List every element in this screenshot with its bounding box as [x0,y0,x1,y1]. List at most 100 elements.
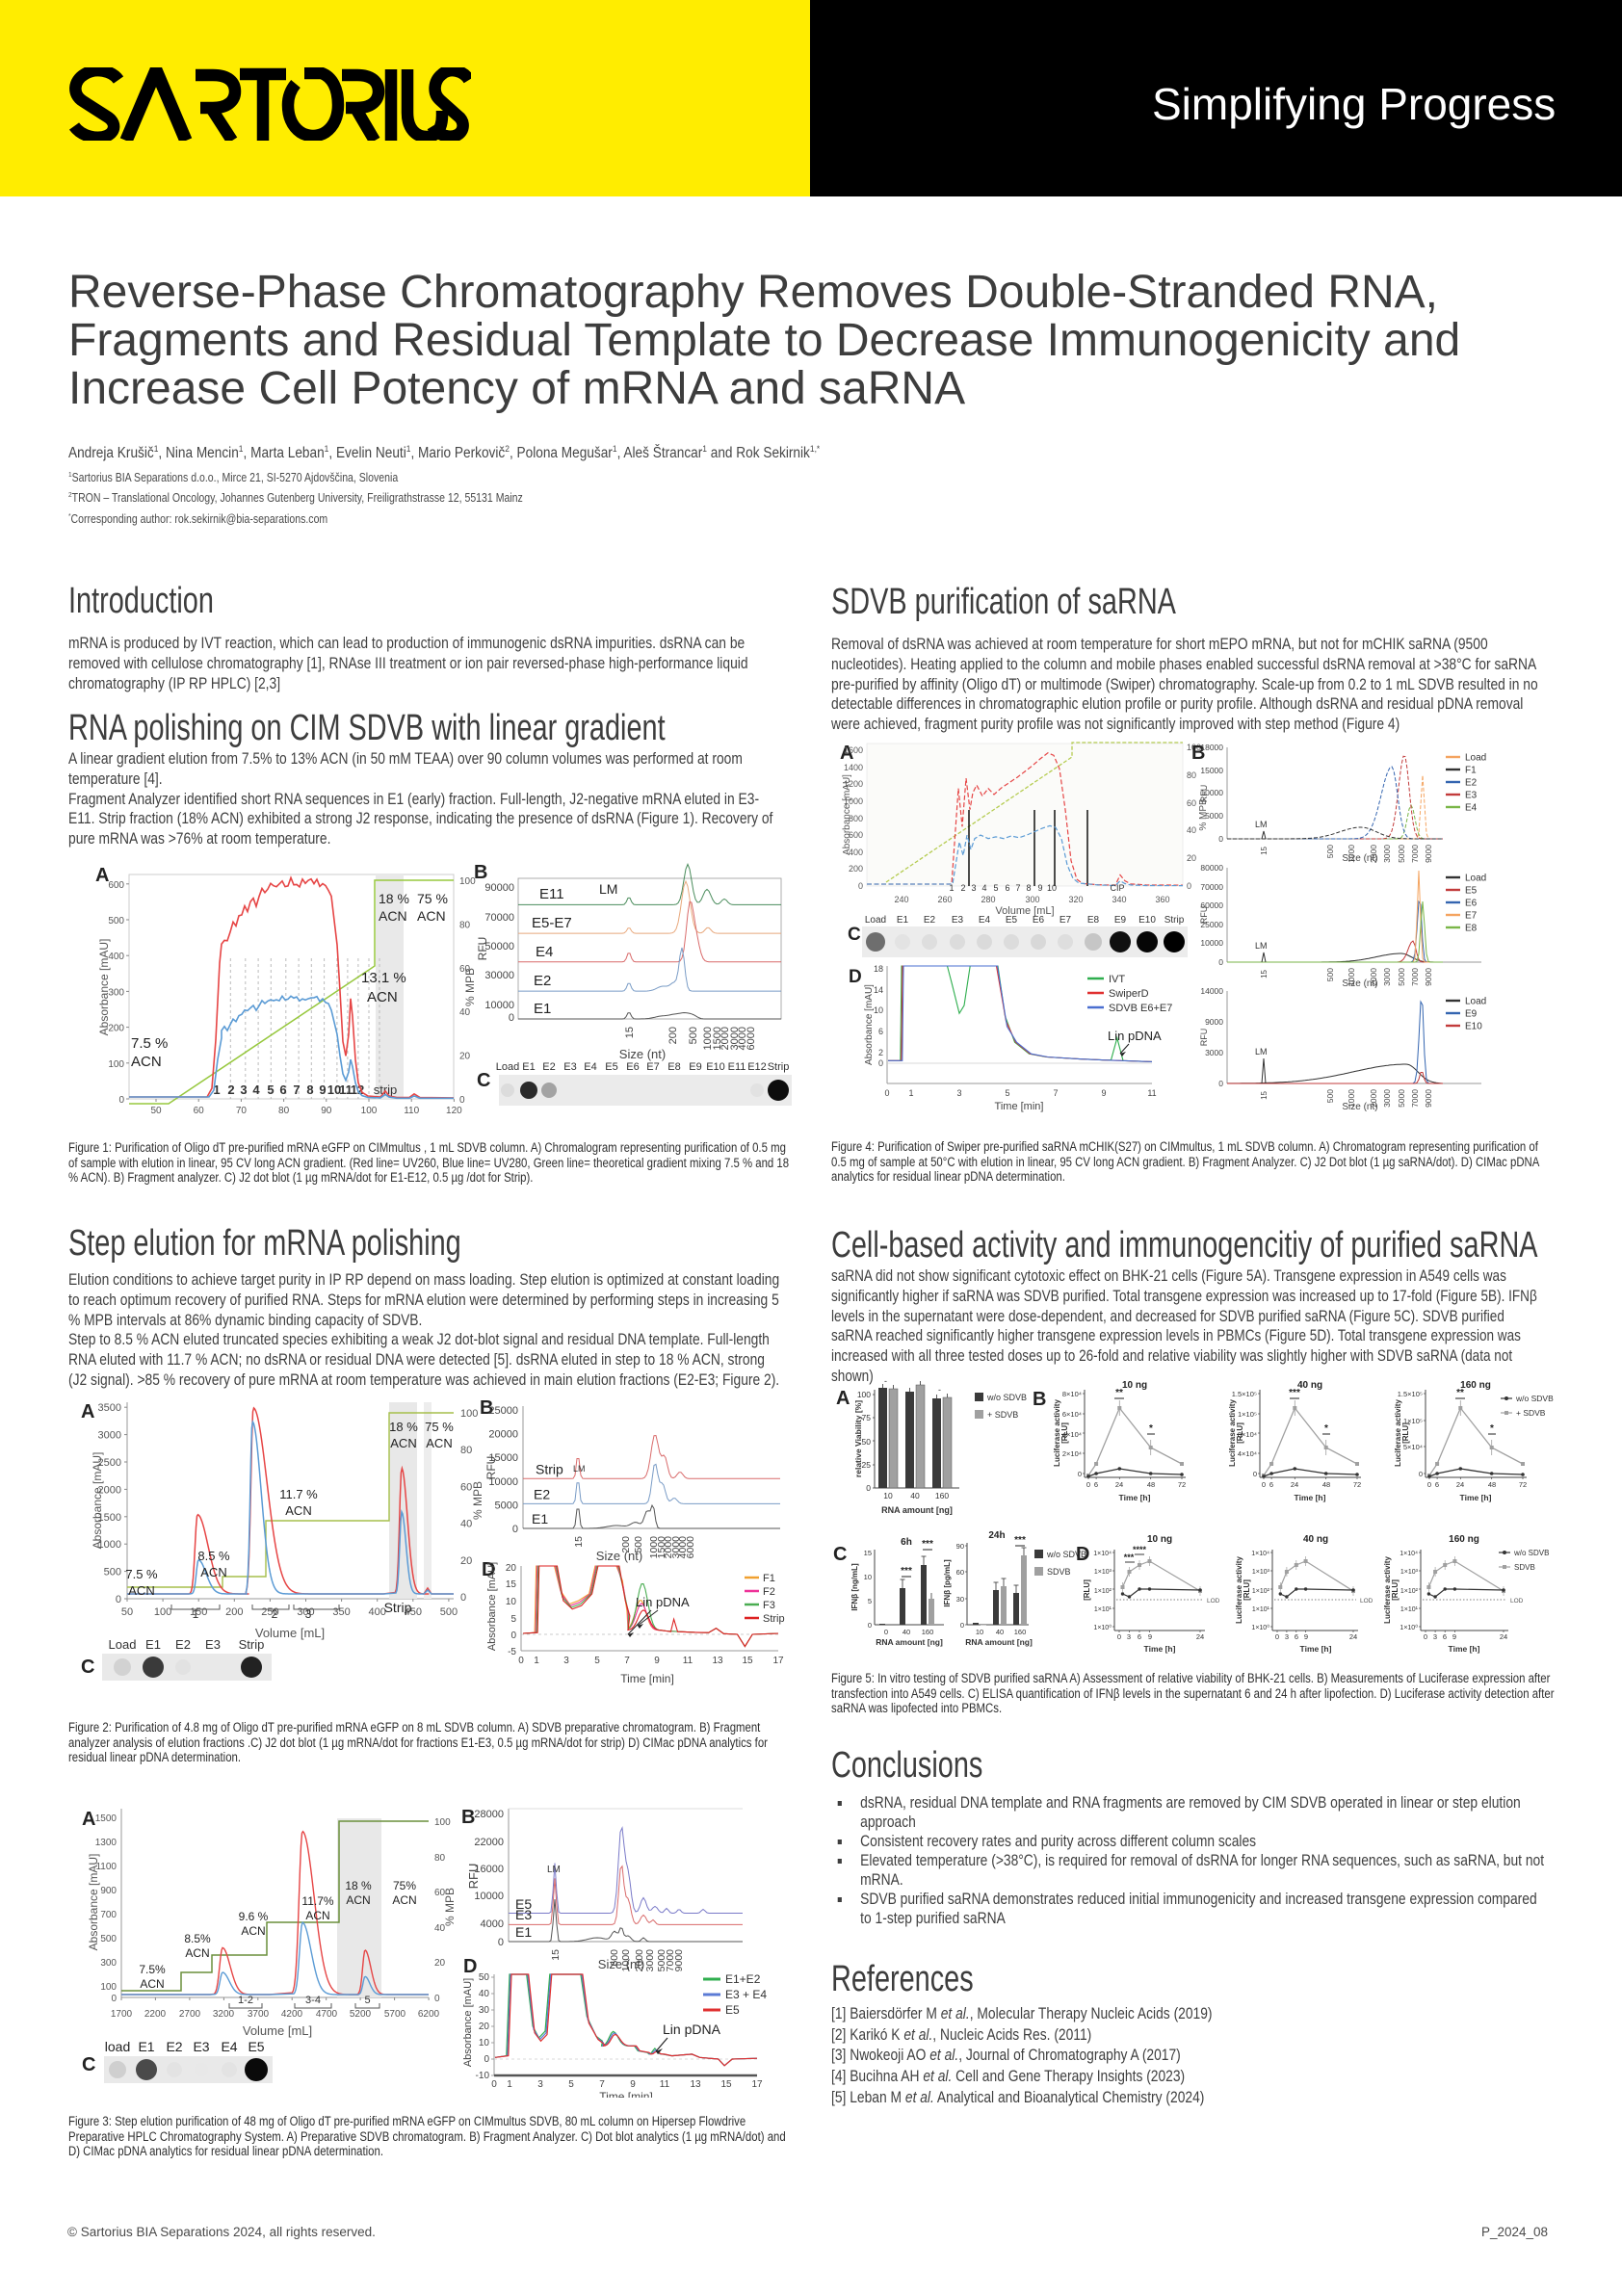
svg-text:E2: E2 [166,2039,182,2054]
svg-text:8.5%: 8.5% [184,1932,211,1945]
svg-text:6: 6 [1443,1632,1447,1641]
svg-text:5000: 5000 [656,1949,667,1972]
svg-text:1000: 1000 [1347,1089,1356,1108]
svg-text:100: 100 [460,1408,478,1420]
svg-text:3200: 3200 [213,2009,235,2020]
svg-text:0: 0 [1218,834,1223,844]
svg-text:2: 2 [272,1607,278,1621]
svg-text:1×10¹: 1×10¹ [1094,1606,1112,1613]
svg-text:90: 90 [321,1106,332,1116]
svg-text:***: *** [1124,1552,1135,1562]
svg-text:E8: E8 [667,1061,680,1073]
svg-text:14: 14 [874,985,883,995]
svg-text:LOD: LOD [1207,1598,1220,1605]
svg-text:500: 500 [633,1536,644,1553]
svg-text:RNA amount [ng]: RNA amount [ng] [965,1637,1033,1647]
svg-text:0: 0 [434,1994,440,2004]
svg-text:6: 6 [1269,1480,1273,1489]
svg-text:11: 11 [1147,1088,1156,1098]
svg-text:8×10⁴: 8×10⁴ [1238,1430,1257,1439]
svg-text:E5: E5 [1006,915,1018,926]
svg-text:Strip: Strip [1164,915,1185,926]
svg-text:800: 800 [849,814,863,823]
svg-text:0: 0 [459,1095,465,1106]
svg-text:3000: 3000 [729,1027,741,1050]
svg-text:Time [min]: Time [min] [620,1672,674,1685]
svg-text:2: 2 [227,1083,234,1097]
svg-text:160: 160 [922,1628,934,1636]
svg-text:1000: 1000 [98,1539,121,1551]
svg-text:Absorbance [mAU]: Absorbance [mAU] [842,774,852,855]
svg-text:90000: 90000 [484,882,514,894]
svg-text:Load: Load [865,915,886,926]
svg-text:E8: E8 [1465,924,1478,934]
svg-text:1×10³: 1×10³ [1094,1569,1112,1576]
svg-text:F3: F3 [763,1600,775,1611]
svg-text:500: 500 [440,1606,458,1618]
svg-text:1400: 1400 [844,763,863,772]
svg-text:4×10⁴: 4×10⁴ [1238,1449,1257,1458]
svg-text:3: 3 [240,1083,247,1097]
svg-text:CIP: CIP [1110,883,1124,893]
svg-text:ACN: ACN [392,1893,416,1907]
svg-text:10000: 10000 [1200,938,1223,948]
svg-text:**: ** [1115,1388,1123,1398]
svg-text:3000: 3000 [1205,1048,1223,1057]
svg-text:Luciferase activity: Luciferase activity [1228,1399,1237,1467]
svg-text:5: 5 [868,1597,872,1605]
svg-text:D: D [463,1956,477,1977]
svg-text:10: 10 [976,1628,983,1636]
svg-text:20000: 20000 [488,1429,518,1441]
svg-text:4: 4 [252,1083,260,1097]
svg-text:Size (nt): Size (nt) [1342,853,1377,864]
svg-text:0: 0 [1253,1470,1257,1478]
svg-text:24: 24 [1115,1480,1123,1489]
svg-text:600: 600 [108,880,124,891]
svg-text:1: 1 [908,1088,913,1098]
svg-text:100: 100 [100,1982,117,1993]
svg-text:10000: 10000 [474,1891,504,1902]
svg-text:7: 7 [1053,1088,1058,1098]
svg-text:D: D [1076,1544,1089,1565]
svg-text:6000: 6000 [746,1027,757,1050]
svg-text:-10: -10 [476,2071,490,2081]
svg-text:80000: 80000 [1200,863,1223,873]
svg-text:ACN: ACN [305,1909,329,1922]
svg-text:72: 72 [1178,1480,1186,1489]
svg-text:60: 60 [1187,798,1196,808]
svg-text:1200: 1200 [844,779,863,789]
svg-text:20: 20 [434,1958,446,1969]
svg-text:Time [h]: Time [h] [1144,1644,1176,1654]
svg-text:500: 500 [1325,845,1335,858]
svg-text:Time [min]: Time [min] [995,1101,1044,1112]
svg-text:1×10⁴: 1×10⁴ [1400,1551,1418,1557]
svg-text:2: 2 [960,883,965,893]
svg-text:3: 3 [956,1088,961,1098]
svg-text:2000: 2000 [98,1484,121,1496]
svg-text:60: 60 [460,1481,472,1493]
svg-text:40: 40 [903,1628,910,1636]
svg-text:3: 3 [563,1656,569,1666]
svg-text:Luciferase activity: Luciferase activity [1235,1556,1243,1624]
svg-text:E1: E1 [138,2039,154,2054]
svg-text:8: 8 [306,1083,313,1097]
svg-text:-: - [938,1385,941,1395]
svg-text:70: 70 [236,1106,248,1116]
svg-text:7000: 7000 [1410,968,1420,986]
svg-text:E8: E8 [1087,915,1100,926]
svg-text:9000: 9000 [1424,845,1433,863]
svg-text:2: 2 [878,1048,883,1057]
svg-text:0: 0 [118,1095,124,1106]
svg-text:LM: LM [573,1464,586,1474]
svg-text:6: 6 [1435,1480,1439,1489]
svg-text:9: 9 [319,1083,326,1097]
svg-text:0: 0 [1117,1632,1121,1641]
svg-text:B: B [1191,743,1205,764]
svg-text:48: 48 [1488,1480,1496,1489]
svg-text:15: 15 [742,1656,753,1666]
svg-text:18 %: 18 % [389,1420,418,1434]
svg-text:Volume [mL]: Volume [mL] [995,905,1054,917]
svg-text:7.5%: 7.5% [139,1963,166,1976]
svg-text:E1: E1 [522,1061,535,1073]
svg-text:160 ng: 160 ng [1460,1380,1491,1391]
